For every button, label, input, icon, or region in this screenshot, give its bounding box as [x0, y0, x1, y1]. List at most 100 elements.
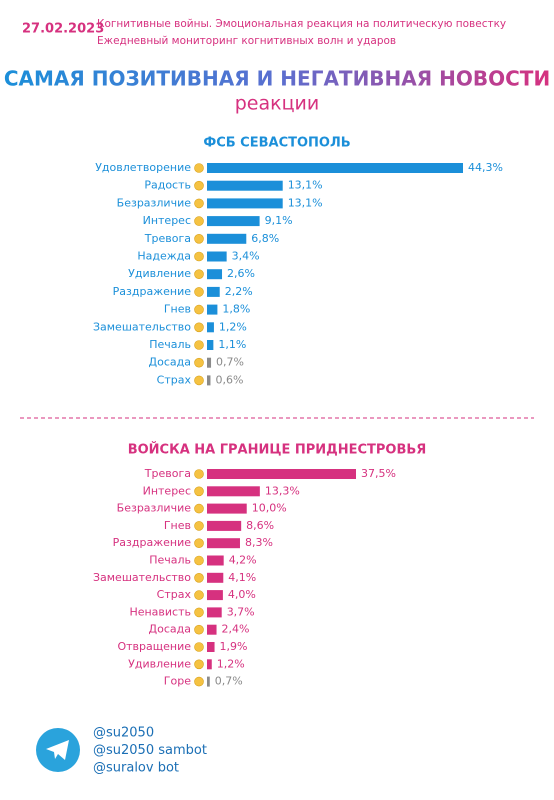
value-label: 13,1%: [288, 179, 323, 192]
bar: [207, 198, 283, 209]
category-label: Раздражение: [113, 285, 192, 298]
category-label: Замешательство: [93, 320, 191, 333]
emoji-icon: [194, 322, 204, 333]
category-label: Печаль: [149, 554, 191, 567]
emoji-icon: [194, 198, 204, 209]
emoji-icon: [194, 234, 204, 244]
emoji-icon: [194, 538, 204, 549]
value-label: 8,3%: [245, 536, 273, 549]
value-label: 37,5%: [361, 467, 396, 480]
category-label: Замешательство: [93, 571, 191, 584]
bar: [207, 624, 217, 635]
bar: [207, 304, 218, 315]
value-label: 4,0%: [228, 588, 256, 601]
bar: [207, 590, 223, 601]
category-label: Печаль: [149, 338, 191, 351]
value-label: 44,3%: [468, 161, 503, 174]
value-label: 4,2%: [229, 554, 257, 567]
category-label: Досада: [149, 356, 191, 369]
value-label: 3,7%: [227, 605, 255, 618]
bar: [207, 357, 212, 368]
emoji-icon: [194, 555, 204, 566]
value-label: 1,2%: [219, 320, 247, 333]
bar: [207, 659, 212, 670]
category-label: Ненависть: [129, 605, 191, 618]
category-label: Радость: [144, 179, 191, 192]
emoji-icon: [194, 375, 204, 386]
category-label: Гнев: [164, 519, 191, 532]
category-label: Интерес: [143, 484, 191, 497]
value-label: 9,1%: [265, 214, 293, 227]
emoji-icon: [194, 469, 204, 479]
emoji-icon: [194, 340, 204, 350]
emoji-icon: [194, 607, 204, 618]
emoji-icon: [194, 287, 204, 297]
value-label: 1,1%: [218, 338, 246, 351]
emoji-icon: [194, 486, 204, 497]
emoji-icon: [194, 180, 204, 191]
chart-title: ВОЙСКА НА ГРАНИЦЕ ПРИДНЕСТРОВЬЯ: [128, 442, 427, 458]
category-label: Безразличие: [117, 502, 192, 515]
bar: [207, 607, 222, 618]
category-label: Удовлетворение: [95, 161, 191, 174]
emoji-icon: [194, 216, 204, 226]
value-label: 8,6%: [246, 519, 274, 532]
value-label: 2,6%: [227, 267, 255, 280]
bar: [207, 251, 227, 262]
bar: [207, 486, 260, 497]
category-label: Страх: [157, 373, 192, 386]
emoji-icon: [194, 590, 204, 600]
category-label: Тревога: [144, 232, 191, 245]
emoji-icon: [194, 163, 204, 173]
handle: @su2050: [93, 726, 154, 741]
bar: [207, 375, 211, 386]
value-label: 0,7%: [216, 356, 244, 369]
bar: [207, 572, 224, 583]
bar: [207, 538, 240, 549]
category-label: Горе: [164, 675, 191, 688]
date: 27.02.2023: [22, 22, 104, 37]
category-label: Надежда: [137, 250, 191, 263]
emoji-icon: [194, 624, 204, 635]
value-label: 2,2%: [225, 285, 253, 298]
bar: [207, 469, 356, 479]
value-label: 0,7%: [215, 675, 243, 688]
value-label: 1,9%: [220, 640, 248, 653]
bar: [207, 216, 260, 227]
header-line: Ежедневный мониторинг когнитивных волн и…: [97, 35, 396, 47]
value-label: 13,1%: [288, 196, 323, 209]
value-label: 4,1%: [228, 571, 256, 584]
bar: [207, 520, 242, 531]
telegram-plane: [46, 740, 69, 760]
category-label: Тревога: [144, 467, 191, 480]
value-label: 13,3%: [265, 484, 300, 497]
category-label: Гнев: [164, 303, 191, 316]
handle: @suralov bot: [93, 761, 179, 776]
category-label: Раздражение: [113, 536, 192, 549]
category-label: Отвращение: [117, 640, 191, 653]
value-label: 6,8%: [251, 232, 279, 245]
bar: [207, 322, 214, 333]
subtitle: реакции: [235, 93, 320, 115]
value-label: 10,0%: [252, 502, 287, 515]
value-label: 1,2%: [217, 657, 245, 670]
bar: [207, 180, 283, 191]
bar: [207, 163, 463, 173]
category-label: Безразличие: [117, 196, 192, 209]
bar: [207, 269, 223, 280]
value-label: 0,6%: [215, 373, 243, 386]
emoji-icon: [194, 304, 204, 315]
value-label: 2,4%: [222, 623, 250, 636]
value-label: 3,4%: [232, 250, 260, 263]
emoji-icon: [194, 503, 204, 514]
bar: [207, 676, 210, 687]
bar: [207, 233, 247, 244]
bar: [207, 555, 224, 566]
header-line: Когнитивные войны. Эмоциональная реакция…: [97, 18, 506, 30]
handle: @su2050 sambot: [93, 743, 207, 758]
emoji-icon: [194, 572, 204, 583]
bar: [207, 642, 215, 652]
chart-title: ФСБ СЕВАСТОПОЛЬ: [203, 136, 350, 151]
emoji-icon: [194, 269, 204, 280]
